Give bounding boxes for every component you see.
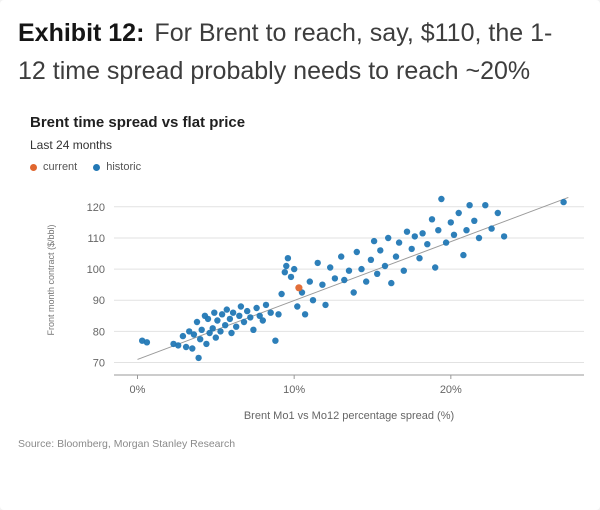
svg-text:100: 100 — [87, 264, 105, 276]
svg-text:10%: 10% — [283, 384, 305, 396]
svg-text:120: 120 — [87, 202, 105, 214]
legend-item-current: current — [30, 161, 77, 173]
svg-text:110: 110 — [87, 233, 105, 245]
source-note: Source: Bloomberg, Morgan Stanley Resear… — [18, 438, 236, 450]
svg-text:20%: 20% — [440, 384, 462, 396]
chart-block: Brent time spread vs flat price Last 24 … — [30, 114, 600, 432]
svg-text:70: 70 — [93, 358, 105, 370]
svg-text:80: 80 — [93, 326, 105, 338]
exhibit-heading-text: For Brent to reach, say, $110, the 1-12 … — [18, 19, 553, 85]
exhibit-number: Exhibit 12: — [18, 19, 145, 47]
legend-label-historic: historic — [106, 161, 142, 173]
scatter-chart: 70 80 90 100 110 120 0% 10% 20% Front month contr… — [46, 195, 584, 422]
svg-text:Brent Mo1 vs Mo12 percentage s: Brent Mo1 vs Mo12 percentage spread (%) — [244, 410, 454, 422]
scatter-plot-area: 70 80 90 100 110 120 0% 10% 20% Front month contr… — [34, 177, 600, 432]
legend-item-historic: historic — [93, 161, 141, 173]
current-dot-icon — [30, 163, 37, 171]
svg-text:Front month contract ($/bbl): Front month contract ($/bbl) — [46, 224, 56, 335]
historic-dot-icon — [93, 163, 101, 171]
exhibit-heading: Exhibit 12: For Brent to reach, say, $110… — [0, 0, 600, 90]
legend-label-current: current — [43, 161, 78, 173]
svg-text:90: 90 — [93, 295, 105, 307]
chart-legend: current historic — [30, 161, 600, 173]
svg-text:0%: 0% — [130, 384, 146, 396]
chart-subtitle: Last 24 months — [30, 138, 113, 152]
chart-title: Brent time spread vs flat price — [30, 114, 246, 131]
